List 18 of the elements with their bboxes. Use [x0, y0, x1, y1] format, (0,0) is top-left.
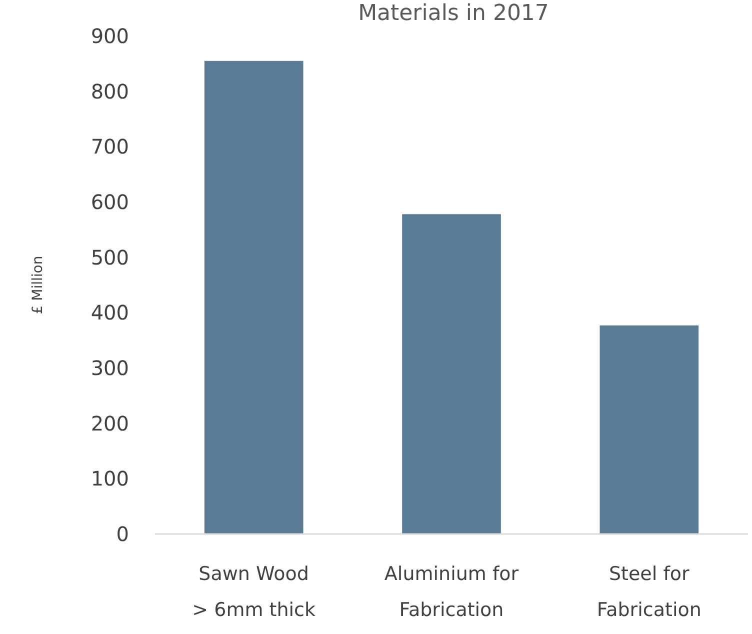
y-tick-label: 0 [116, 522, 129, 546]
y-tick-label: 300 [90, 356, 129, 380]
y-tick-label: 100 [90, 466, 129, 491]
y-tick-label: 200 [90, 411, 129, 436]
y-tick-label: 400 [90, 300, 129, 325]
x-tick-label: Sawn Wood > 6mm thick [192, 563, 316, 621]
chart-title: Materials in 2017 [358, 1, 549, 26]
bar [600, 325, 699, 534]
bar [204, 60, 304, 534]
y-axis-title: £ Million [30, 256, 46, 314]
y-tick-label: 800 [90, 79, 129, 104]
y-tick-label: 600 [90, 190, 129, 214]
x-tick-label: Steel for Fabrication [596, 563, 702, 621]
x-tick-label: Aluminium for Fabrication [384, 563, 519, 621]
y-tick-label: 500 [90, 245, 129, 270]
bar [402, 214, 501, 534]
y-tick-label: 700 [90, 134, 129, 159]
y-tick-label: 900 [90, 24, 129, 48]
